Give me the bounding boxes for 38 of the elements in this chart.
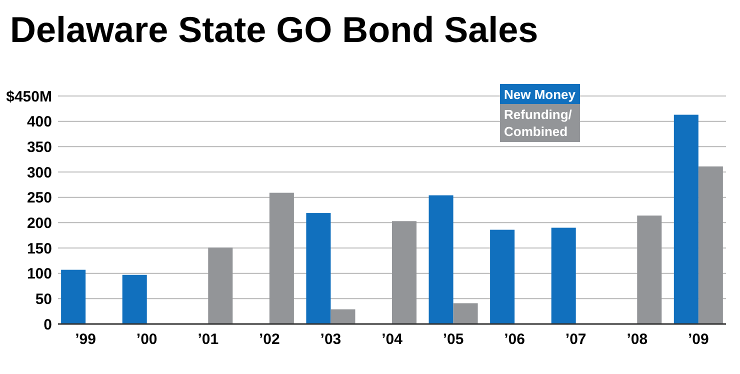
bar (61, 270, 86, 324)
y-tick-label: 50 (35, 290, 52, 308)
x-tick-label: ’07 (565, 331, 586, 348)
x-tick-label: ’99 (75, 331, 96, 348)
y-tick-label: 100 (26, 266, 52, 283)
x-tick-label: ’06 (504, 331, 525, 348)
y-tick-label: 250 (26, 190, 52, 207)
bar (122, 274, 147, 324)
x-tick-label: ’04 (382, 331, 404, 348)
x-tick-label: ’02 (259, 331, 280, 348)
x-tick-label: ’01 (198, 331, 219, 348)
bar (428, 195, 454, 324)
bar (698, 166, 723, 324)
bar (392, 221, 417, 324)
x-tick-label: ’05 (442, 331, 464, 348)
x-tick-label: ’09 (688, 331, 709, 348)
text: Refunding/ Combined (504, 107, 572, 139)
text: New Money (504, 87, 576, 102)
bar (306, 213, 331, 324)
bar (208, 247, 233, 324)
y-tick-label: 200 (26, 214, 52, 232)
bar (674, 114, 698, 324)
bar (269, 192, 294, 324)
y-tick-label: 300 (26, 164, 52, 182)
y-tick-label: 150 (26, 240, 52, 258)
x-tick-label: ’03 (320, 331, 342, 348)
y-tick-label: 0 (44, 316, 52, 334)
bar (490, 230, 515, 324)
chart-title: Delaware State GO Bond Sales (10, 9, 538, 50)
x-tick-label: ’08 (626, 331, 648, 348)
y-tick-label: $450M (6, 88, 52, 106)
bar (330, 309, 356, 324)
y-tick-label: 350 (26, 138, 52, 156)
x-tick-label: ’00 (136, 331, 158, 348)
bar (637, 216, 662, 324)
bar (453, 303, 478, 324)
bar (551, 228, 576, 324)
y-tick-label: 400 (26, 114, 52, 131)
